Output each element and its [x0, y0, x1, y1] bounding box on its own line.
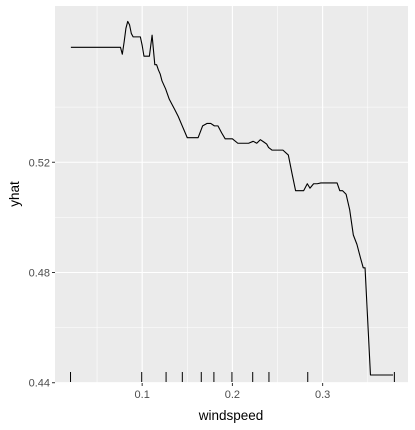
x-axis-ticks: 0.1 0.2 0.3 — [135, 383, 330, 401]
series-layer — [70, 20, 394, 376]
y-axis-title: yhat — [7, 181, 22, 207]
minor-gridlines — [55, 6, 408, 383]
plot-panel — [55, 6, 408, 383]
x-tick-label: 0.3 — [315, 389, 330, 401]
x-tick-label: 0.2 — [225, 389, 240, 401]
rug-layer — [70, 372, 395, 382]
y-tick-label: 0.44 — [29, 378, 50, 390]
y-tick-label: 0.52 — [29, 157, 50, 169]
x-axis-title: windspeed — [198, 408, 264, 423]
y-axis-ticks: 0.44 0.48 0.52 — [29, 157, 55, 390]
major-gridlines — [55, 6, 408, 384]
series-line — [70, 20, 394, 376]
x-tick-label: 0.1 — [135, 389, 150, 401]
y-tick-label: 0.48 — [29, 267, 50, 279]
